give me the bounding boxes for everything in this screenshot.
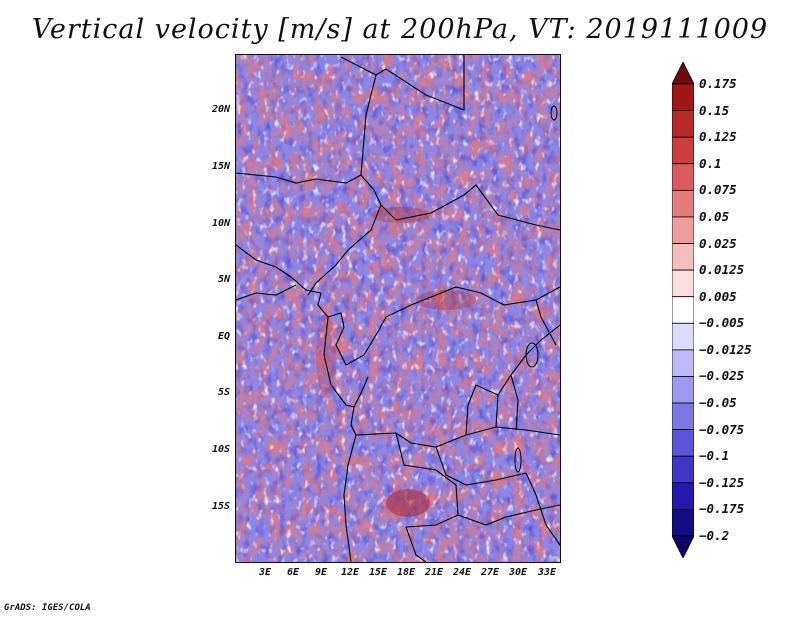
velocity-field [236, 55, 560, 562]
colorbar-segment [672, 429, 694, 457]
colorbar-segment [672, 455, 694, 484]
colorbar-level-label: −0.2 [699, 528, 730, 543]
colorbar-level-label: 0.025 [699, 235, 737, 251]
colorbar-segment [672, 62, 694, 85]
colorbar-segment [672, 269, 694, 298]
lon-tick-3e: 3E [258, 567, 272, 578]
colorbar-segment [672, 83, 694, 111]
colorbar-segment [672, 189, 694, 218]
map-plot-area [235, 54, 561, 563]
lon-tick-6e: 6E [286, 567, 300, 578]
colorbar-segment [672, 376, 694, 404]
lat-tick-5n: 5N [217, 274, 230, 285]
colorbar-segment [672, 136, 694, 165]
colorbar-segment [672, 243, 694, 271]
colorbar-level-label: 0.075 [699, 182, 737, 198]
colorbar-segment [672, 216, 694, 244]
lon-tick-9e: 9E [314, 567, 328, 578]
colorbar-segment [672, 110, 694, 138]
colorbar-segment [672, 322, 694, 351]
colorbar-level-label: −0.1 [699, 448, 730, 464]
lon-tick-15e: 15E [368, 567, 388, 578]
lat-tick-10s: 10S [211, 444, 230, 455]
colorbar-segment [672, 482, 694, 510]
colorbar-level-label: −0.005 [699, 315, 745, 331]
lat-tick-10n: 10N [211, 218, 230, 229]
colorbar-segment [672, 163, 694, 191]
lon-tick-30e: 30E [508, 567, 528, 578]
lon-tick-33e: 33E [537, 567, 557, 578]
colorbar-level-label: 0.175 [699, 76, 737, 91]
colorbar-level-label: 0.0125 [699, 262, 745, 278]
lon-tick-12e: 12E [340, 567, 360, 578]
colorbar-segment [672, 535, 694, 558]
colorbar-level-label: −0.0125 [699, 341, 752, 357]
colorbar-level-label: −0.05 [699, 395, 737, 411]
lon-tick-21e: 21E [424, 567, 444, 578]
colorbar-level-label: −0.025 [699, 368, 745, 384]
map-title: Vertical velocity [m/s] at 200hPa, VT: 2… [31, 14, 769, 45]
lon-tick-24e: 24E [452, 567, 472, 578]
colorbar-level-label: 0.125 [699, 129, 737, 145]
colorbar-segment [672, 402, 694, 431]
colorbar-level-label: 0.05 [699, 208, 730, 224]
colorbar-segment [672, 349, 694, 377]
colorbar-segment [672, 509, 694, 537]
colorbar-level-label: 0.15 [699, 102, 730, 118]
colorbar-level-label: −0.175 [699, 501, 745, 517]
colorbar-level-label: −0.075 [699, 421, 745, 437]
colorbar [672, 62, 694, 558]
lon-tick-18e: 18E [396, 567, 416, 578]
lat-tick-5s: 5S [217, 387, 230, 398]
colorbar-level-label: 0.005 [699, 288, 737, 304]
colorbar-level-label: −0.125 [699, 474, 745, 490]
lat-tick-20n: 20N [211, 104, 230, 115]
lon-tick-27e: 27E [480, 567, 500, 578]
lat-tick-15n: 15N [211, 161, 230, 172]
footer-credit: GrADS: IGES/COLA [4, 603, 91, 613]
colorbar-segment [672, 296, 694, 324]
colorbar-level-label: 0.1 [699, 155, 722, 171]
lat-tick-15s: 15S [211, 501, 230, 512]
lat-tick-eq: EQ [217, 331, 230, 342]
